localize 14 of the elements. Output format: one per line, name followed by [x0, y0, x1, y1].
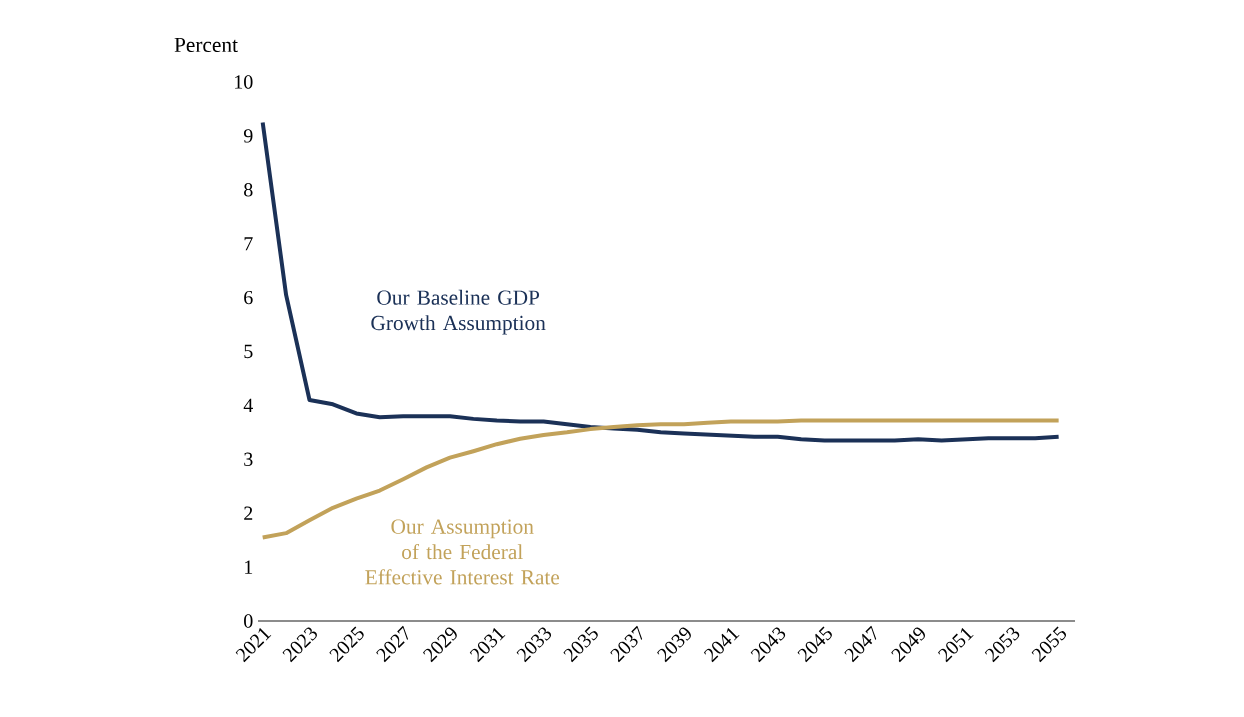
- y-tick-label: 4: [243, 398, 253, 412]
- y-axis-title: Percent: [174, 37, 238, 53]
- y-tick-label: 9: [243, 129, 253, 143]
- y-tick-label: 5: [244, 344, 253, 359]
- y-tick-label: 10: [235, 75, 253, 89]
- y-tick-label: 0: [244, 614, 253, 628]
- y-tick-label: 7: [244, 237, 253, 251]
- y-tick-label: 6: [244, 290, 253, 305]
- series-label: Our Assumption of the Federal Effective Interest Rate: [365, 519, 560, 585]
- y-tick-label: 2: [244, 506, 253, 520]
- y-tick-label: 8: [244, 183, 253, 197]
- text: Our Baseline GDP Growth Assumption: [371, 289, 546, 335]
- y-tick-label: 3: [244, 452, 253, 467]
- y-tick-label: 1: [245, 560, 253, 574]
